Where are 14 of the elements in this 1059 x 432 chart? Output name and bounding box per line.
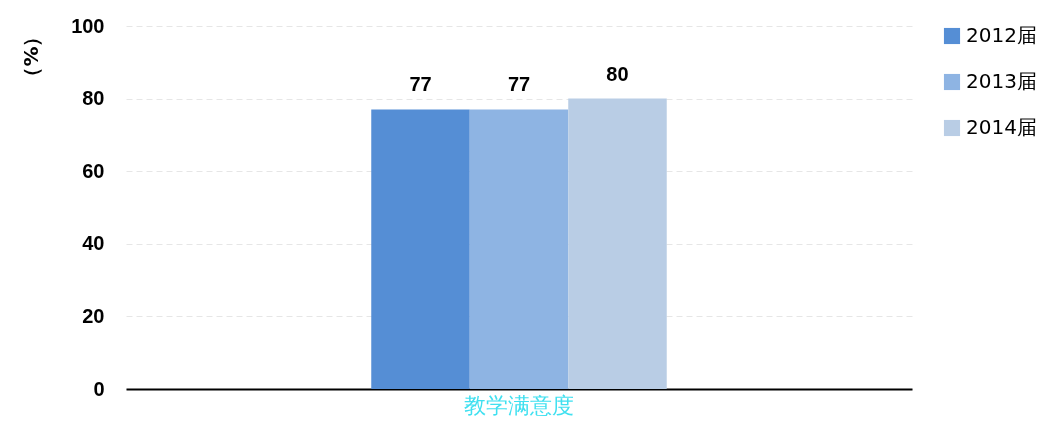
- legend-label: 2013届: [966, 69, 1037, 93]
- data-label: 77: [409, 73, 432, 96]
- data-label: 77: [507, 73, 531, 96]
- y-tick-label: 40: [82, 232, 105, 255]
- y-tick-label: 80: [82, 87, 105, 110]
- legend-label: 2014届: [966, 115, 1037, 139]
- y-tick-label: 100: [71, 14, 105, 37]
- y-axis-title: （%）: [18, 26, 43, 87]
- legend-label: 2012届: [966, 23, 1037, 47]
- data-label: 80: [606, 62, 629, 85]
- y-tick-label: 0: [93, 377, 105, 400]
- y-tick-label: 20: [82, 304, 105, 327]
- x-tick-label: 教学满意度: [464, 392, 574, 418]
- y-tick-label: 60: [82, 159, 105, 182]
